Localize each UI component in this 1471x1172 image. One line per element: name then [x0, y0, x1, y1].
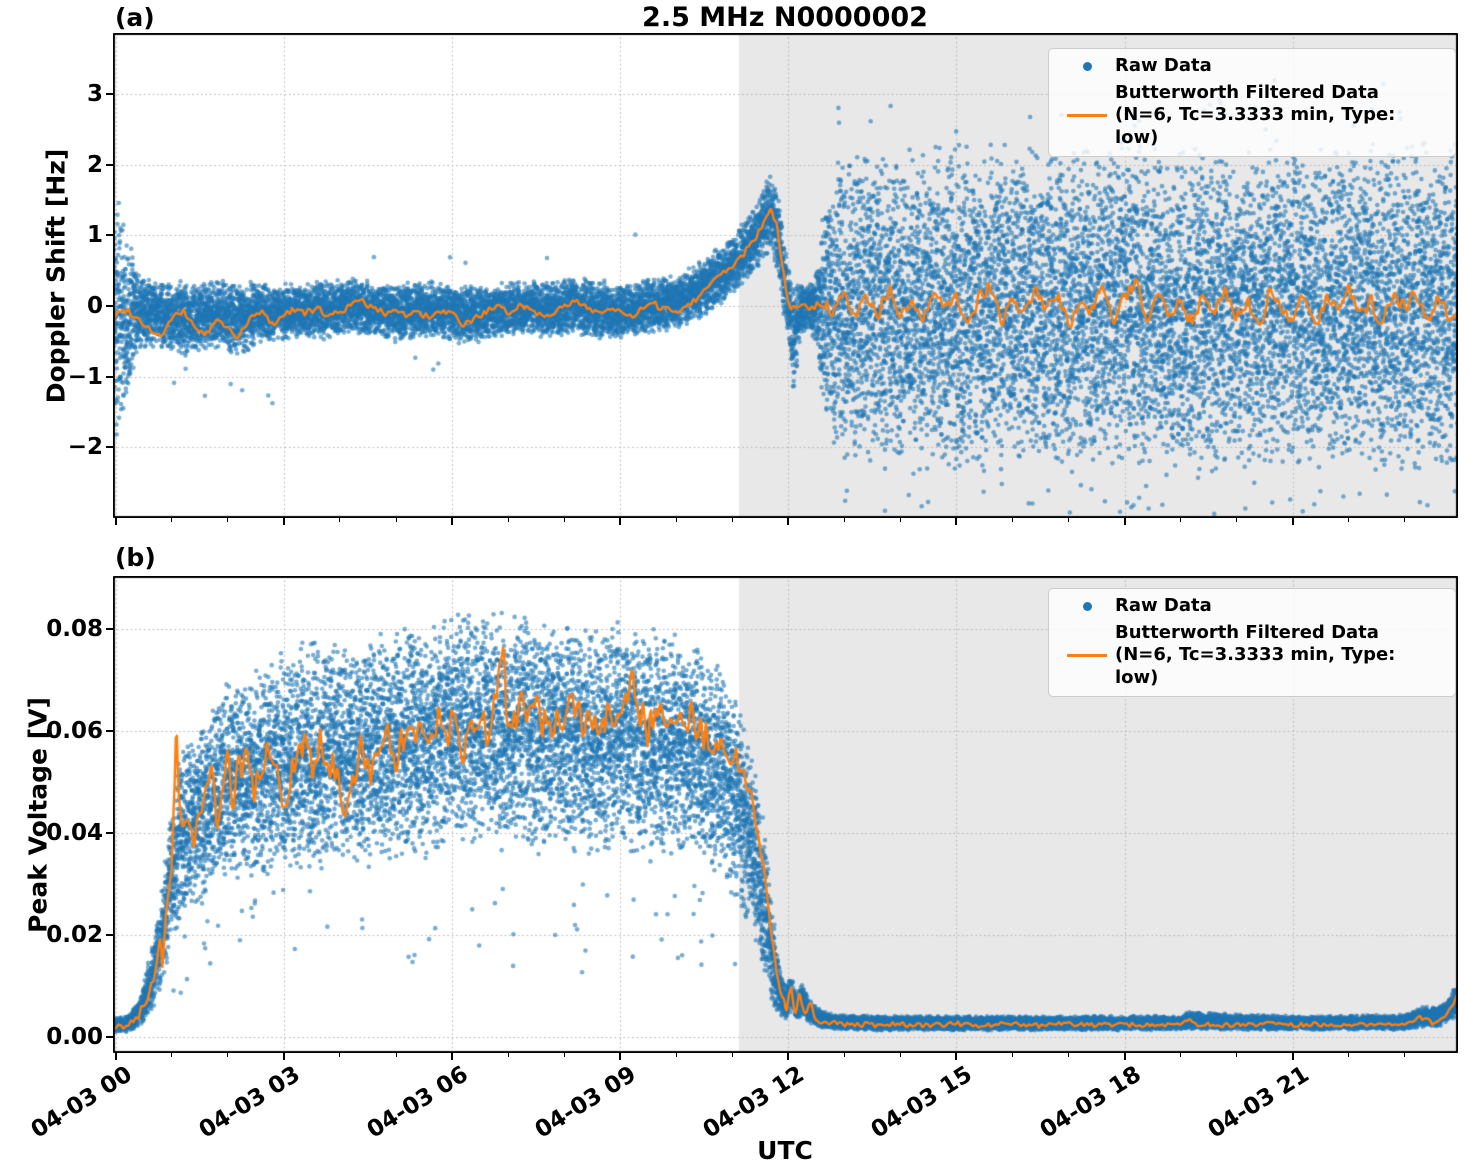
- x-tick-label: 04-03 15: [867, 1061, 978, 1144]
- x-tick-mark: [1291, 1053, 1294, 1060]
- y-tick-mark: [106, 934, 113, 937]
- x-minor-tick-mark: [675, 1053, 677, 1057]
- x-minor-tick-mark: [1404, 1053, 1406, 1057]
- x-tick-mark: [282, 1053, 285, 1060]
- x-tick-mark: [787, 518, 790, 525]
- x-minor-tick-mark: [1011, 518, 1013, 522]
- y-tick-mark: [106, 730, 113, 733]
- x-minor-tick-mark: [395, 1053, 397, 1057]
- x-tick-label: 04-03 00: [26, 1061, 137, 1144]
- x-tick-label: 04-03 12: [698, 1061, 810, 1144]
- legend-filtered-label: Butterworth Filtered Data: [1115, 621, 1379, 643]
- x-tick-mark: [114, 1053, 117, 1060]
- x-minor-tick-mark: [1011, 1053, 1013, 1057]
- panel-b-legend: Raw Data Butterworth Filtered Data (N=6,…: [1048, 588, 1456, 697]
- x-minor-tick-mark: [899, 1053, 901, 1057]
- x-tick-mark: [787, 1053, 790, 1060]
- figure-title: 2.5 MHz N0000002: [642, 2, 928, 33]
- y-tick-label: 2: [86, 151, 103, 178]
- x-minor-tick-mark: [1068, 1053, 1069, 1057]
- x-tick-mark: [451, 518, 454, 525]
- x-tick-mark: [1291, 518, 1294, 525]
- legend-filtered-sublabel: (N=6, Tc=3.3333 min, Type: low): [1115, 104, 1396, 148]
- y-tick-label: 0: [86, 292, 103, 319]
- y-tick-mark: [106, 1036, 113, 1039]
- panel-b-tag: (b): [115, 543, 156, 572]
- y-tick-mark: [106, 163, 113, 166]
- y-tick-mark: [106, 375, 113, 378]
- y-tick-label: 0.00: [46, 1024, 103, 1051]
- y-tick-mark: [106, 304, 113, 307]
- x-minor-tick-mark: [339, 518, 341, 522]
- filtered-line-marker-icon: [1059, 622, 1115, 690]
- y-tick-label: −2: [67, 434, 103, 461]
- x-minor-tick-mark: [1236, 518, 1238, 522]
- y-tick-label: 0.08: [46, 616, 103, 643]
- x-tick-mark: [955, 518, 958, 525]
- x-minor-tick-mark: [507, 518, 509, 522]
- x-tick-mark: [451, 1053, 454, 1060]
- x-axis-label: UTC: [757, 1136, 813, 1165]
- x-tick-label: 04-03 06: [362, 1061, 473, 1144]
- panel-a-tag: (a): [115, 3, 155, 32]
- x-tick-mark: [114, 518, 117, 525]
- x-tick-label: 04-03 09: [530, 1061, 641, 1144]
- y-tick-label: 0.02: [46, 922, 103, 949]
- y-tick-mark: [106, 628, 113, 631]
- x-minor-tick-mark: [675, 518, 677, 522]
- x-minor-tick-mark: [171, 518, 173, 522]
- filtered-line-marker-icon: [1059, 82, 1115, 150]
- raw-data-marker-icon: [1059, 595, 1115, 618]
- x-minor-tick-mark: [227, 518, 229, 522]
- legend-raw-label: Raw Data: [1115, 55, 1212, 76]
- panel-a-legend: Raw Data Butterworth Filtered Data (N=6,…: [1048, 48, 1456, 157]
- y-tick-mark: [106, 92, 113, 95]
- y-tick-label: 3: [86, 80, 103, 107]
- x-minor-tick-mark: [843, 1053, 845, 1057]
- x-minor-tick-mark: [339, 1053, 341, 1057]
- x-minor-tick-mark: [1348, 1053, 1350, 1057]
- x-tick-label: 04-03 18: [1035, 1061, 1146, 1144]
- x-minor-tick-mark: [395, 518, 397, 522]
- x-tick-mark: [955, 1053, 958, 1060]
- y-tick-mark: [106, 832, 113, 835]
- legend-filtered-label: Butterworth Filtered Data: [1115, 81, 1379, 103]
- x-tick-mark: [619, 1053, 622, 1060]
- x-tick-label: 04-03 21: [1203, 1061, 1314, 1144]
- y-tick-mark: [106, 446, 113, 449]
- x-minor-tick-mark: [171, 1053, 173, 1057]
- x-minor-tick-mark: [1180, 1053, 1182, 1057]
- x-minor-tick-mark: [843, 518, 845, 522]
- x-tick-label: 04-03 03: [194, 1061, 305, 1144]
- x-minor-tick-mark: [1404, 518, 1406, 522]
- x-minor-tick-mark: [563, 518, 565, 522]
- x-minor-tick-mark: [899, 518, 901, 522]
- x-minor-tick-mark: [1180, 518, 1182, 522]
- y-tick-label: −1: [67, 363, 103, 390]
- x-tick-mark: [619, 518, 622, 525]
- x-tick-mark: [282, 518, 285, 525]
- x-minor-tick-mark: [507, 1053, 509, 1057]
- x-minor-tick-mark: [731, 1053, 733, 1057]
- x-minor-tick-mark: [731, 518, 733, 522]
- raw-data-marker-icon: [1059, 55, 1115, 78]
- y-tick-label: 0.06: [46, 718, 103, 745]
- x-minor-tick-mark: [563, 1053, 565, 1057]
- x-minor-tick-mark: [1236, 1053, 1238, 1057]
- y-tick-label: 0.04: [46, 820, 103, 847]
- x-tick-mark: [1123, 1053, 1126, 1060]
- x-minor-tick-mark: [1068, 518, 1069, 522]
- x-tick-mark: [1123, 518, 1126, 525]
- x-minor-tick-mark: [227, 1053, 229, 1057]
- x-minor-tick-mark: [1348, 518, 1350, 522]
- legend-filtered-sublabel: (N=6, Tc=3.3333 min, Type: low): [1115, 644, 1396, 688]
- y-tick-mark: [106, 234, 113, 237]
- y-tick-label: 1: [86, 222, 103, 249]
- legend-raw-label: Raw Data: [1115, 595, 1212, 616]
